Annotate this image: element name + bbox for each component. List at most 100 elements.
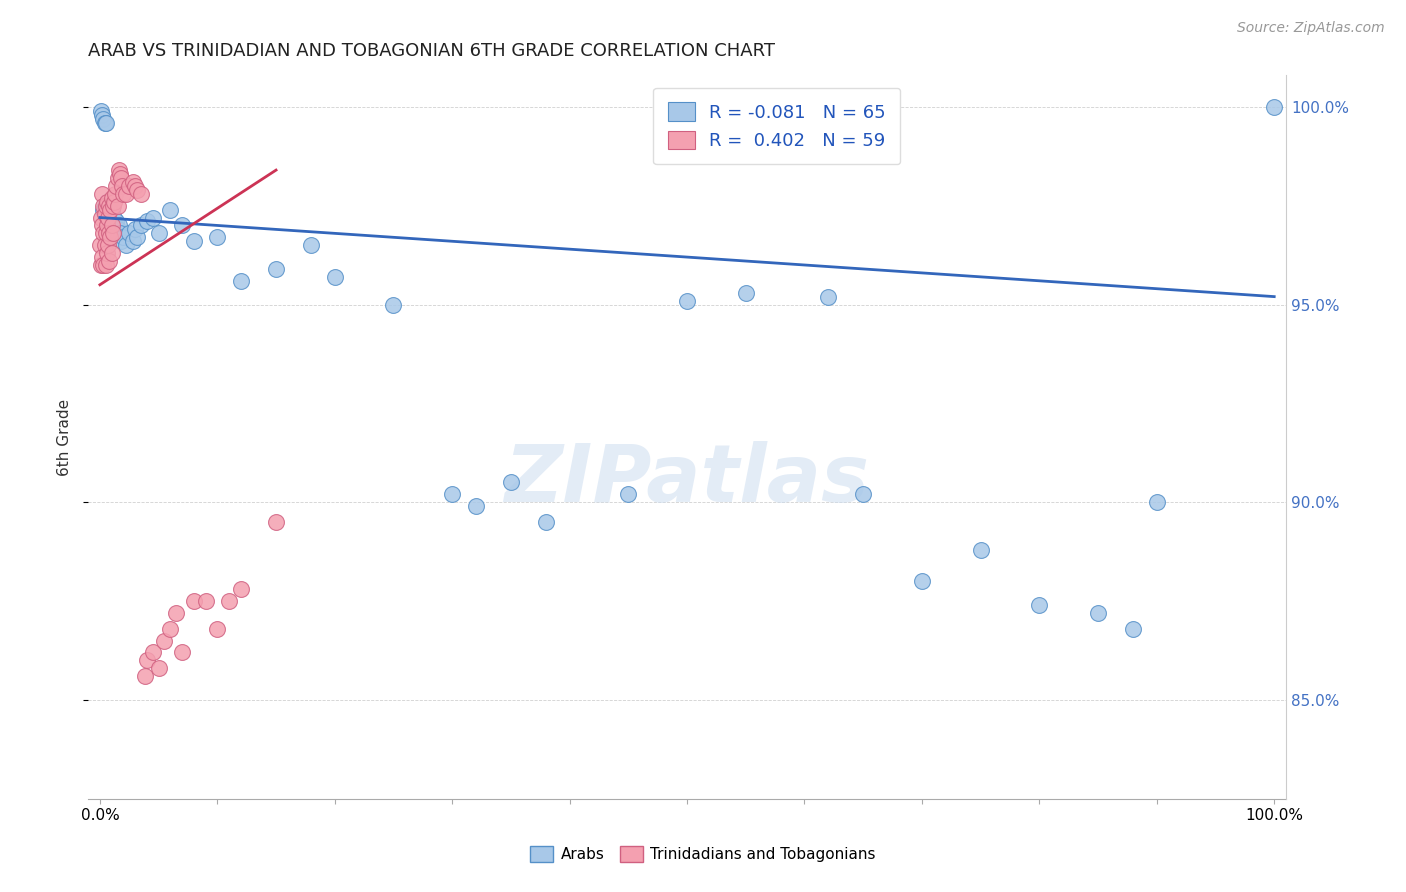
Point	[112, 186, 135, 201]
Point	[98, 254, 121, 268]
Point	[100, 202, 122, 217]
Point	[94, 116, 117, 130]
Point	[94, 199, 117, 213]
Point	[93, 258, 115, 272]
Point	[499, 475, 522, 490]
Point	[127, 183, 149, 197]
Point	[100, 219, 122, 233]
Point	[172, 219, 194, 233]
Point	[852, 487, 875, 501]
Point	[159, 622, 181, 636]
Point	[969, 542, 991, 557]
Point	[93, 199, 115, 213]
Point	[105, 214, 128, 228]
Point	[124, 178, 146, 193]
Point	[91, 108, 114, 122]
Point	[90, 258, 112, 272]
Point	[129, 219, 152, 233]
Point	[100, 219, 122, 233]
Point	[105, 178, 128, 193]
Point	[96, 202, 118, 217]
Point	[107, 219, 129, 233]
Point	[107, 171, 129, 186]
Point	[94, 227, 117, 241]
Point	[100, 230, 122, 244]
Point	[911, 574, 934, 589]
Point	[96, 199, 118, 213]
Point	[121, 234, 143, 248]
Legend: R = -0.081   N = 65, R =  0.402   N = 59: R = -0.081 N = 65, R = 0.402 N = 59	[654, 87, 900, 164]
Point	[93, 202, 115, 217]
Point	[94, 199, 117, 213]
Point	[194, 594, 217, 608]
Y-axis label: 6th Grade: 6th Grade	[58, 399, 72, 475]
Point	[90, 103, 112, 118]
Point	[107, 163, 129, 178]
Point	[264, 262, 287, 277]
Point	[114, 186, 136, 201]
Point	[111, 178, 134, 193]
Point	[90, 211, 112, 225]
Point	[97, 202, 120, 217]
Point	[135, 214, 157, 228]
Point	[464, 499, 486, 513]
Point	[103, 211, 125, 225]
Legend: Arabs, Trinidadians and Tobagonians: Arabs, Trinidadians and Tobagonians	[524, 840, 882, 868]
Point	[98, 202, 121, 217]
Point	[441, 487, 464, 501]
Point	[100, 191, 122, 205]
Point	[93, 112, 115, 126]
Point	[135, 653, 157, 667]
Point	[142, 645, 165, 659]
Point	[89, 238, 111, 252]
Point	[101, 214, 124, 228]
Point	[101, 199, 124, 213]
Text: ARAB VS TRINIDADIAN AND TOBAGONIAN 6TH GRADE CORRELATION CHART: ARAB VS TRINIDADIAN AND TOBAGONIAN 6TH G…	[89, 42, 775, 60]
Point	[617, 487, 640, 501]
Point	[93, 227, 115, 241]
Point	[108, 167, 131, 181]
Point	[98, 227, 121, 241]
Point	[114, 238, 136, 252]
Point	[101, 227, 124, 241]
Point	[98, 199, 121, 213]
Point	[96, 219, 118, 233]
Point	[110, 234, 132, 248]
Point	[118, 227, 141, 241]
Point	[134, 669, 156, 683]
Point	[100, 199, 122, 213]
Point	[108, 227, 131, 241]
Point	[91, 186, 114, 201]
Point	[153, 633, 176, 648]
Point	[1146, 495, 1168, 509]
Point	[264, 515, 287, 529]
Point	[159, 202, 181, 217]
Point	[91, 250, 114, 264]
Point	[93, 238, 115, 252]
Point	[183, 234, 205, 248]
Point	[676, 293, 699, 308]
Text: ZIPatlas: ZIPatlas	[505, 442, 869, 519]
Point	[118, 178, 141, 193]
Point	[112, 230, 135, 244]
Point	[817, 290, 839, 304]
Point	[218, 594, 240, 608]
Point	[1028, 598, 1050, 612]
Point	[1263, 100, 1285, 114]
Point	[104, 219, 127, 233]
Point	[93, 116, 115, 130]
Point	[207, 622, 229, 636]
Point	[382, 297, 405, 311]
Point	[96, 194, 118, 209]
Point	[299, 238, 322, 252]
Point	[91, 219, 114, 233]
Point	[129, 186, 152, 201]
Point	[97, 238, 120, 252]
Point	[165, 606, 187, 620]
Point	[100, 206, 122, 220]
Text: Source: ZipAtlas.com: Source: ZipAtlas.com	[1237, 21, 1385, 35]
Point	[100, 214, 122, 228]
Point	[96, 246, 118, 260]
Point	[107, 199, 129, 213]
Point	[97, 199, 120, 213]
